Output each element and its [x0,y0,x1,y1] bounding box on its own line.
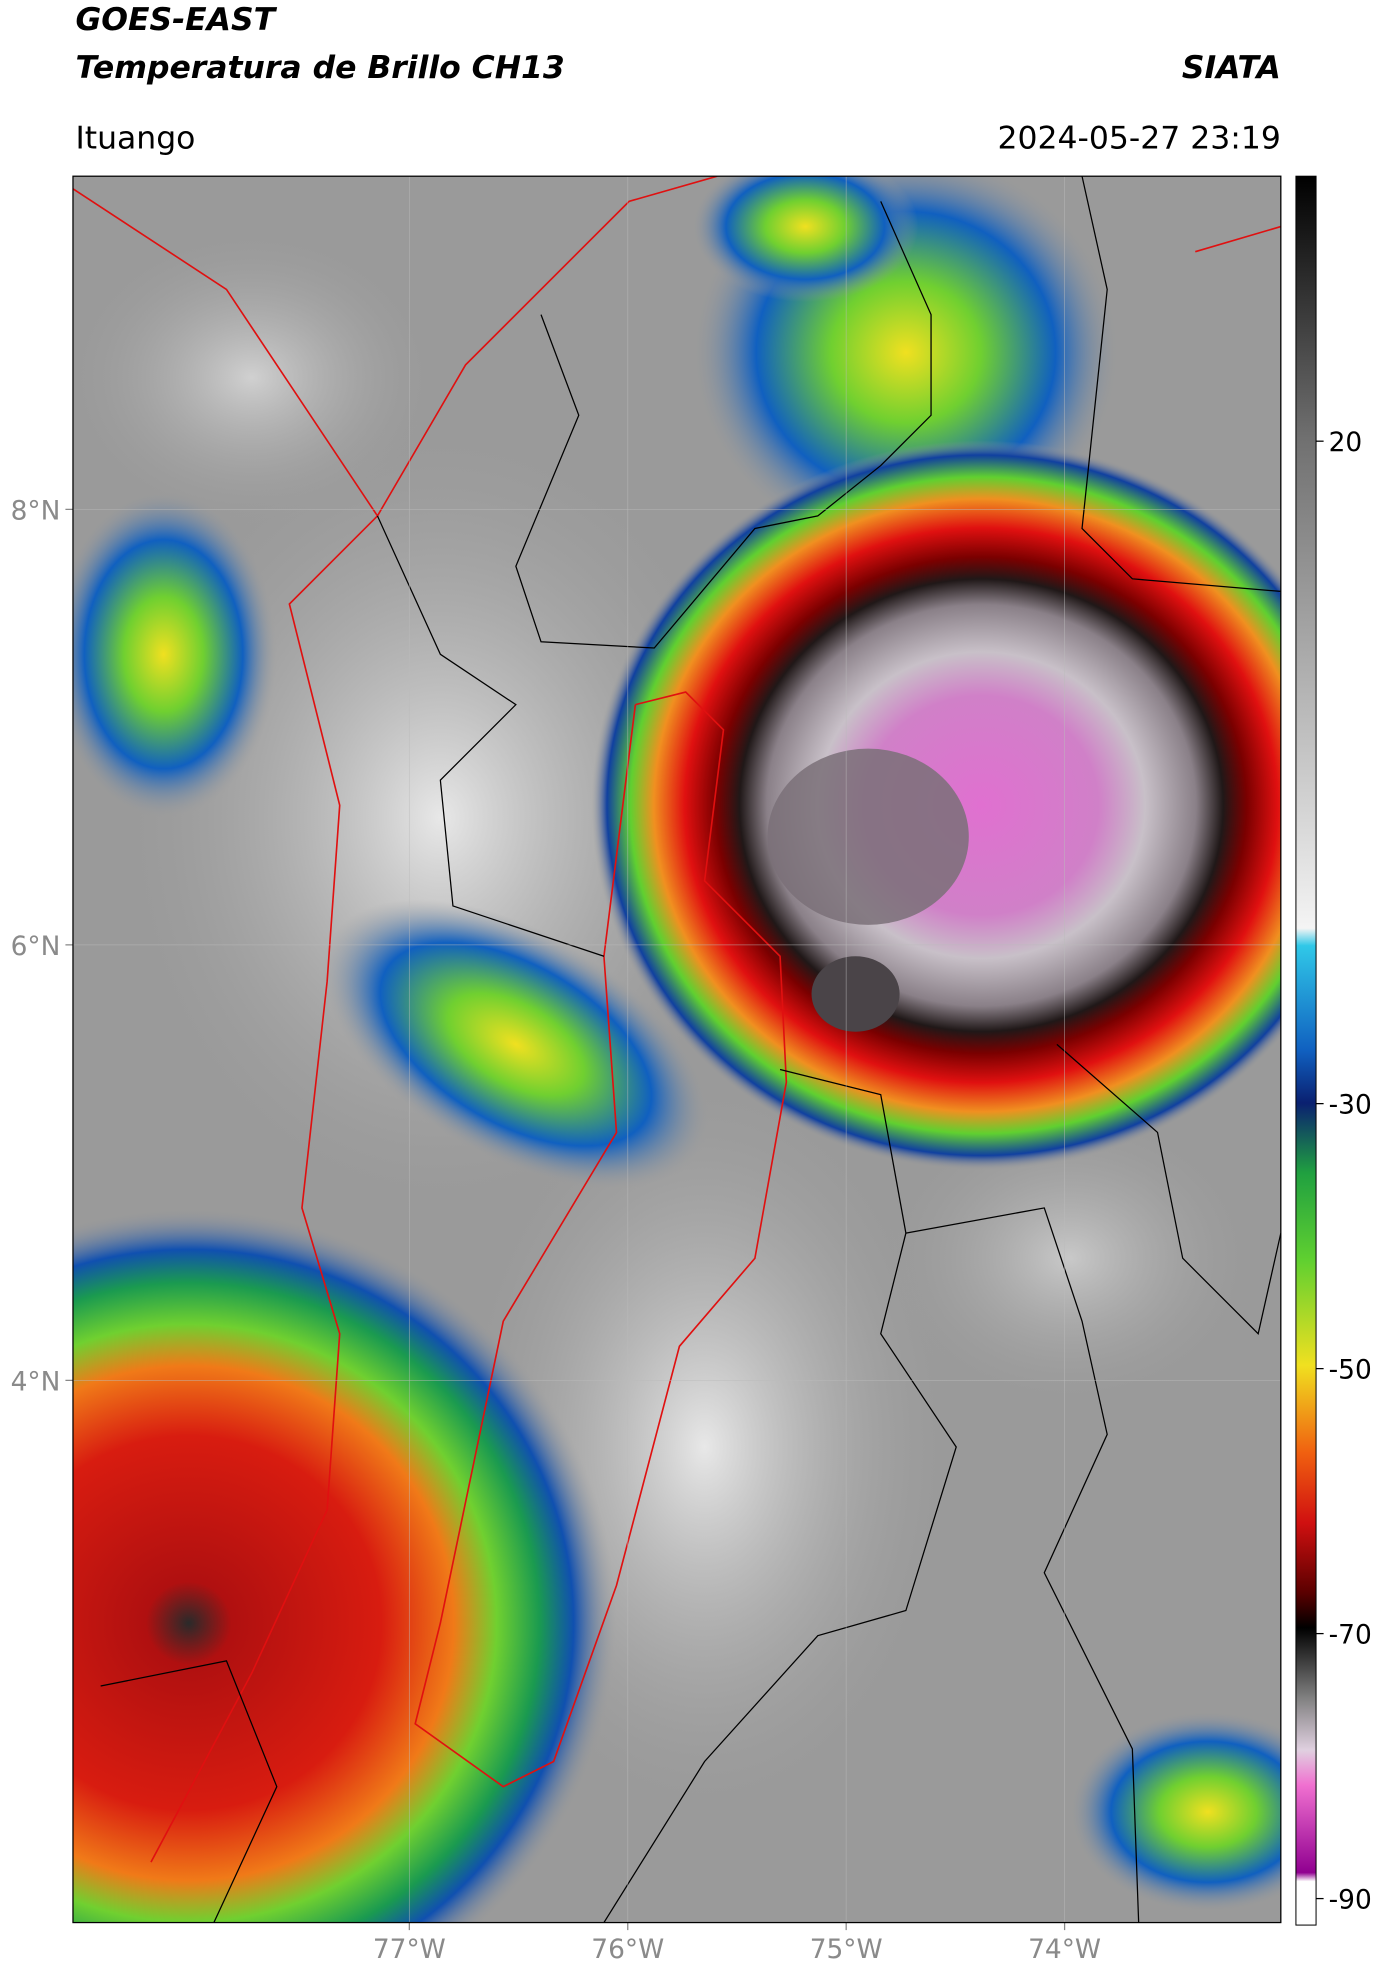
x-tick-label: 77°W [373,1934,446,1965]
colorbar-tick-label: -70 [1329,1620,1372,1651]
axis-ticks: 77°W 76°W 75°W 74°W 8°N 6°N 4°N 20 -30 -50 -70 -90 [11,176,1372,1965]
y-tick-label: 6°N [11,931,61,962]
title-line: GOES-EAST [75,2,277,38]
colorbar-tick-label: -30 [1329,1090,1372,1121]
x-tick-label: 76°W [591,1934,664,1965]
colorbar-tick-label: 20 [1329,427,1363,458]
colorbar-tick-label: -90 [1329,1885,1372,1916]
colorbar-tick-label: -50 [1329,1355,1372,1386]
y-tick-label: 4°N [11,1366,61,1397]
location: Ituango [75,121,195,157]
timestamp: 2024-05-27 23:19 [998,121,1281,157]
title-line: Temperatura de Brillo CH13 [75,50,564,86]
source: SIATA [1182,50,1281,86]
colorbar [1295,175,1317,1926]
x-tick-label: 75°W [810,1934,883,1965]
y-tick-label: 8°N [11,495,61,526]
satellite-image [72,176,1281,1923]
map-frame [72,175,1282,1924]
x-tick-label: 74°W [1028,1934,1101,1965]
